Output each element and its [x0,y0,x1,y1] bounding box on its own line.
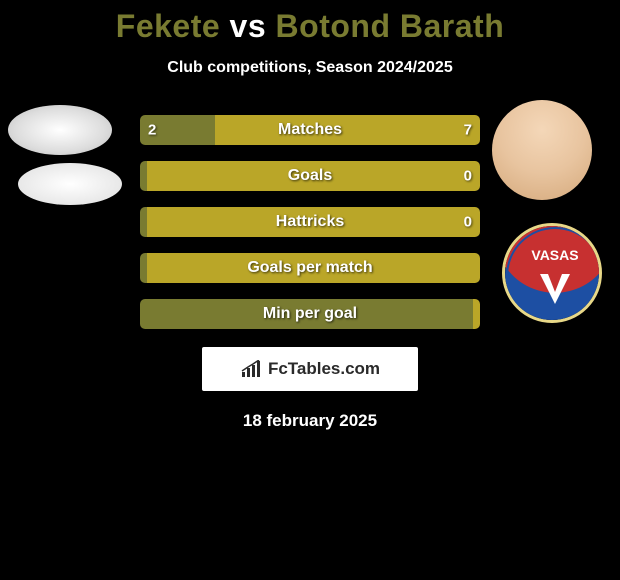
stat-bar-row: 2 7 Matches [140,115,480,145]
date-text: 18 february 2025 [0,411,620,431]
stat-bars: 2 7 Matches 0 Goals 0 Hattricks Goals per match… [140,115,480,329]
bar-label: Goals per match [247,259,372,277]
bar-fill-player1 [140,161,147,191]
title-player1: Fekete [116,8,230,44]
bar-value-player2: 7 [464,122,472,139]
bar-label: Min per goal [263,305,357,323]
bar-value-player1: 2 [148,122,156,139]
comparison-title: Fekete vs Botond Barath [0,0,620,45]
bar-fill-player2 [215,115,480,145]
club-text: VASAS [531,247,578,263]
bar-fill-player1 [140,207,147,237]
title-vs: vs [230,8,267,44]
player1-avatar [8,105,112,155]
stat-bar-row: Min per goal [140,299,480,329]
player2-avatar [492,100,592,200]
player1-club-logo [18,163,122,205]
player2-club-logo: VASAS [502,223,602,323]
bar-value-player2: 0 [464,168,472,185]
brand-chart-icon [240,360,262,378]
bar-value-player2: 0 [464,214,472,231]
brand-text: FcTables.com [268,359,380,379]
stat-bar-row: 0 Hattricks [140,207,480,237]
bar-label: Matches [278,121,342,139]
comparison-area: VASAS 2 7 Matches 0 Goals 0 Hattricks Goals per… [0,115,620,329]
title-player2: Botond Barath [266,8,504,44]
bar-label: Hattricks [276,213,344,231]
stat-bar-row: 0 Goals [140,161,480,191]
bar-label: Goals [288,167,332,185]
bar-fill-player1 [140,253,147,283]
brand-badge: FcTables.com [202,347,418,391]
subtitle: Club competitions, Season 2024/2025 [0,59,620,77]
bar-fill-player2 [473,299,480,329]
stat-bar-row: Goals per match [140,253,480,283]
